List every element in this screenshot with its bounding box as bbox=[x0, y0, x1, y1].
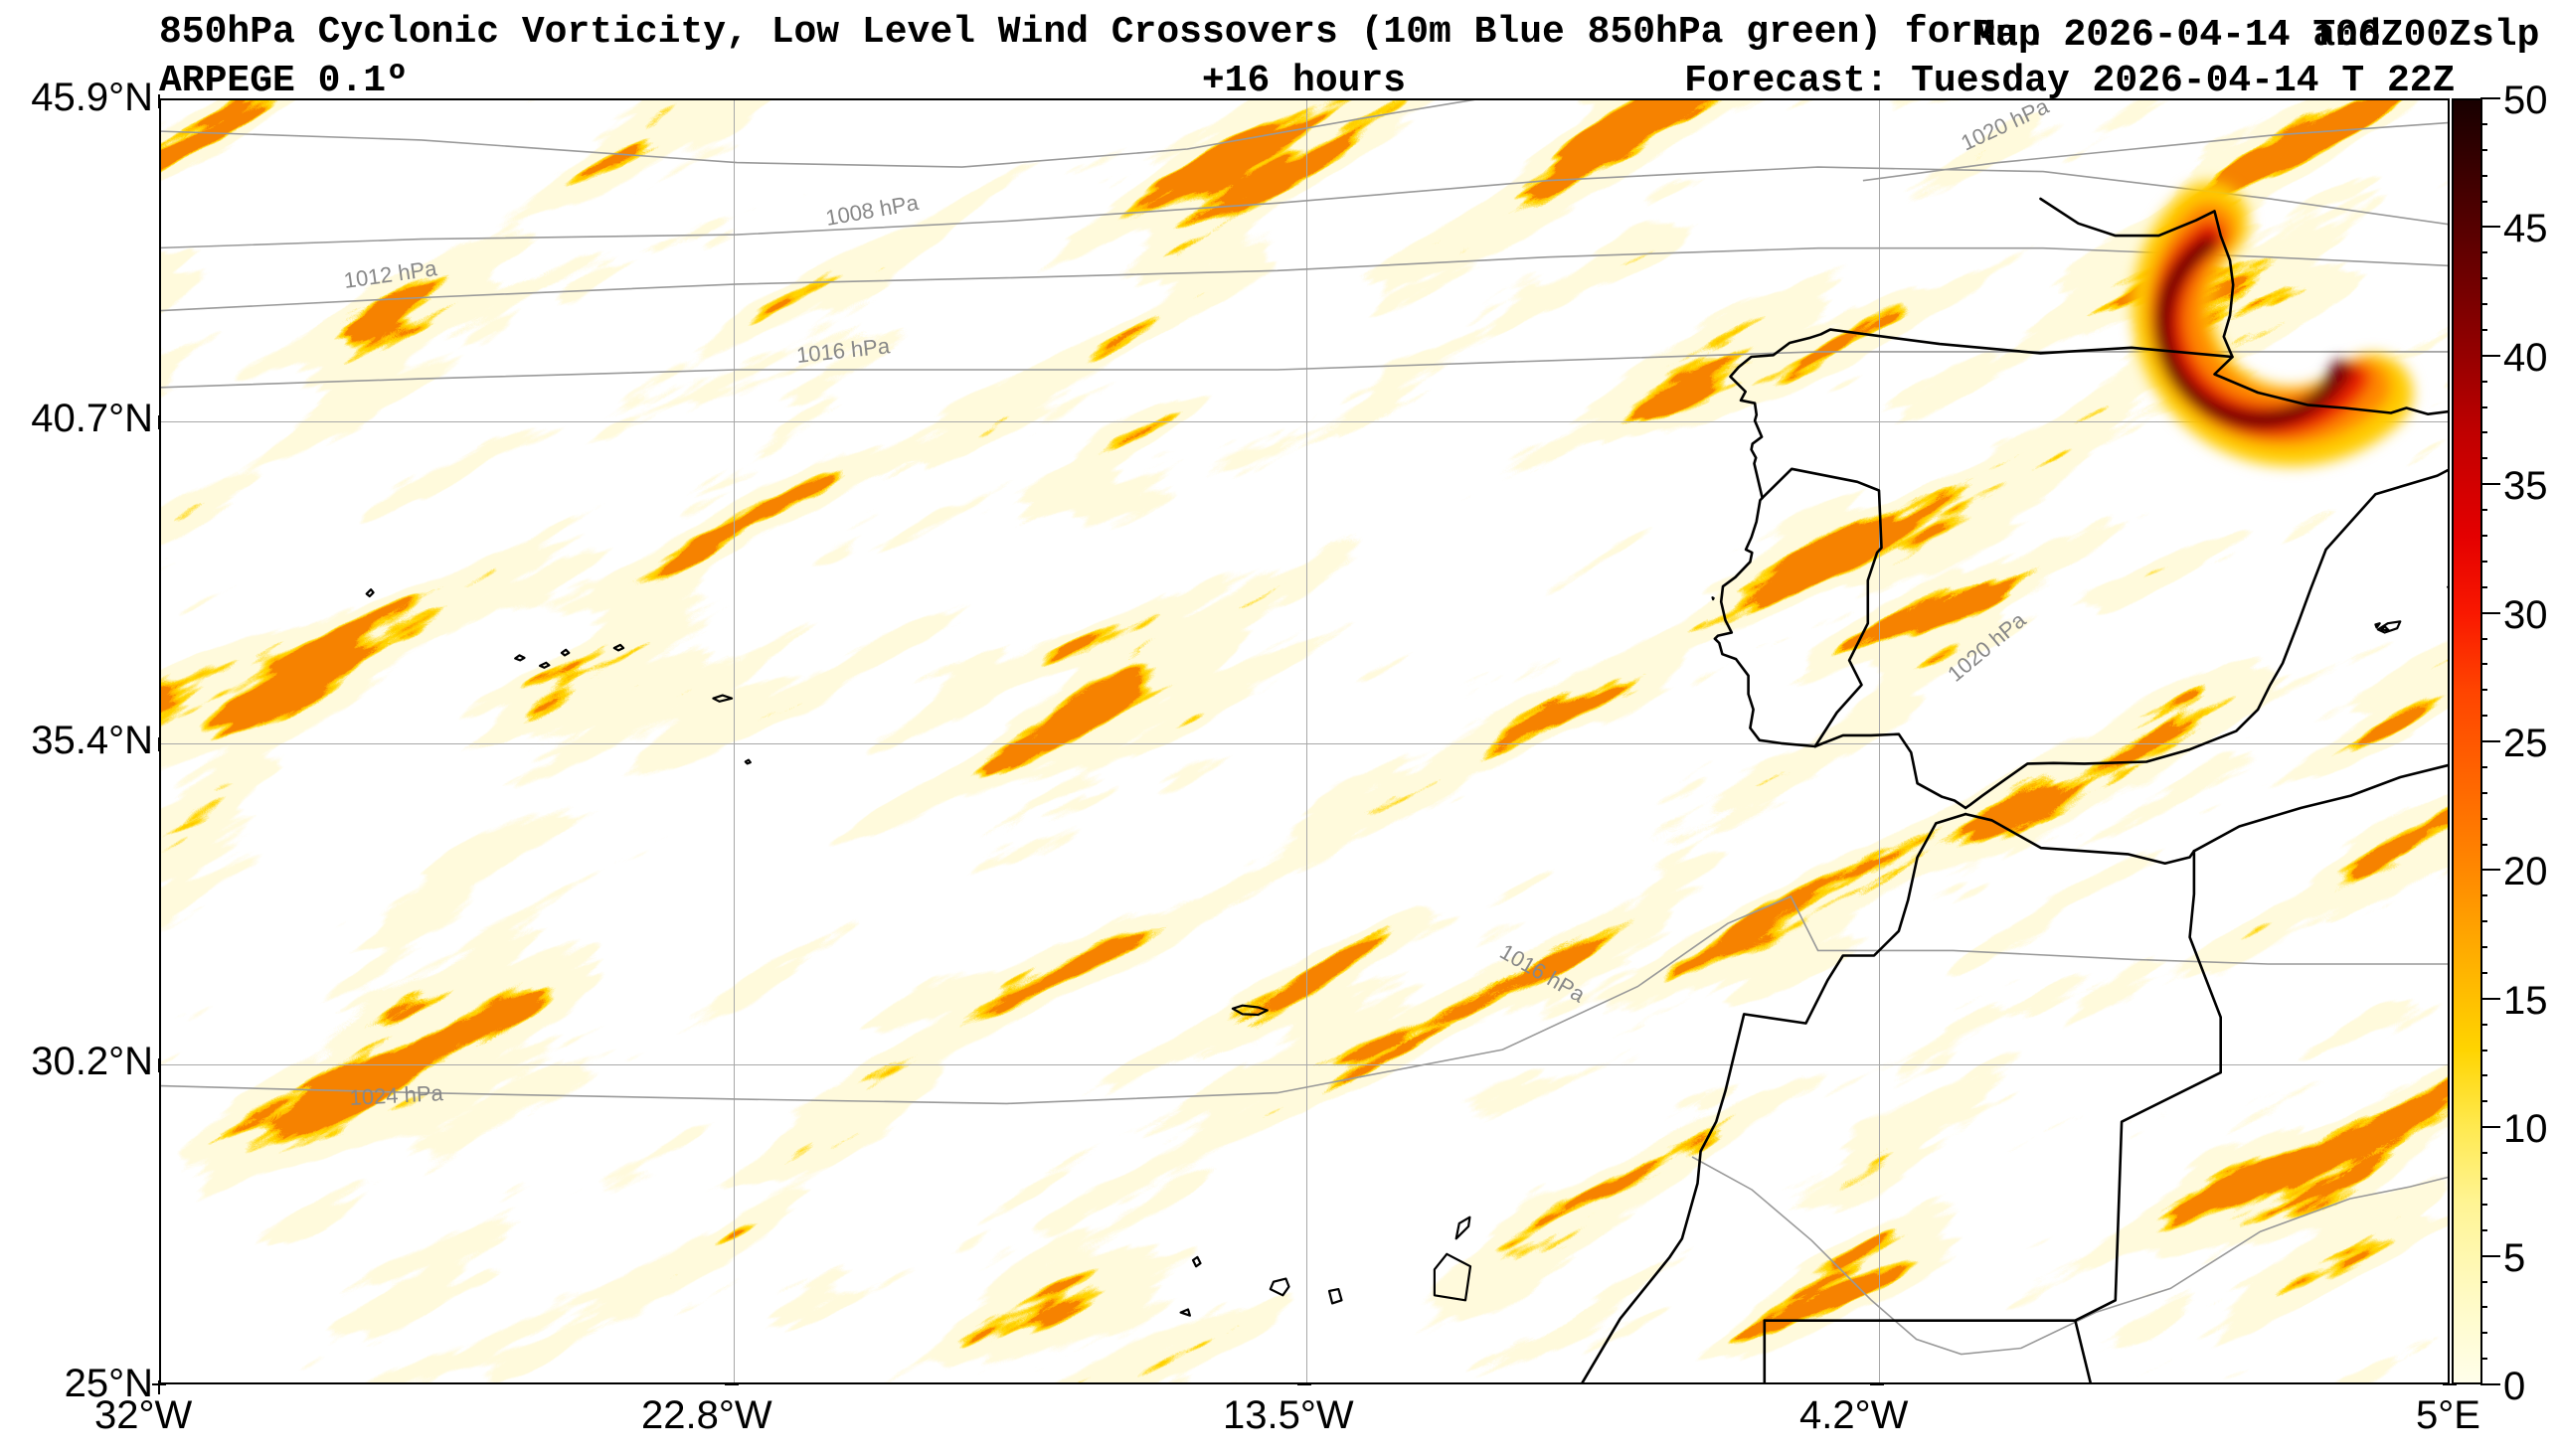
svg-text:1024 hPa: 1024 hPa bbox=[349, 1080, 444, 1110]
svg-text:1008 hPa: 1008 hPa bbox=[824, 190, 922, 231]
svg-text:1020 hPa: 1020 hPa bbox=[1958, 100, 2054, 156]
svg-text:1004 hPa: 1004 hPa bbox=[357, 100, 454, 101]
svg-text:1012 hPa: 1012 hPa bbox=[342, 255, 439, 293]
svg-text:1020 hPa: 1020 hPa bbox=[1943, 607, 2031, 687]
svg-text:1016 hPa: 1016 hPa bbox=[1496, 939, 1591, 1008]
svg-text:1016 hPa: 1016 hPa bbox=[795, 333, 892, 368]
